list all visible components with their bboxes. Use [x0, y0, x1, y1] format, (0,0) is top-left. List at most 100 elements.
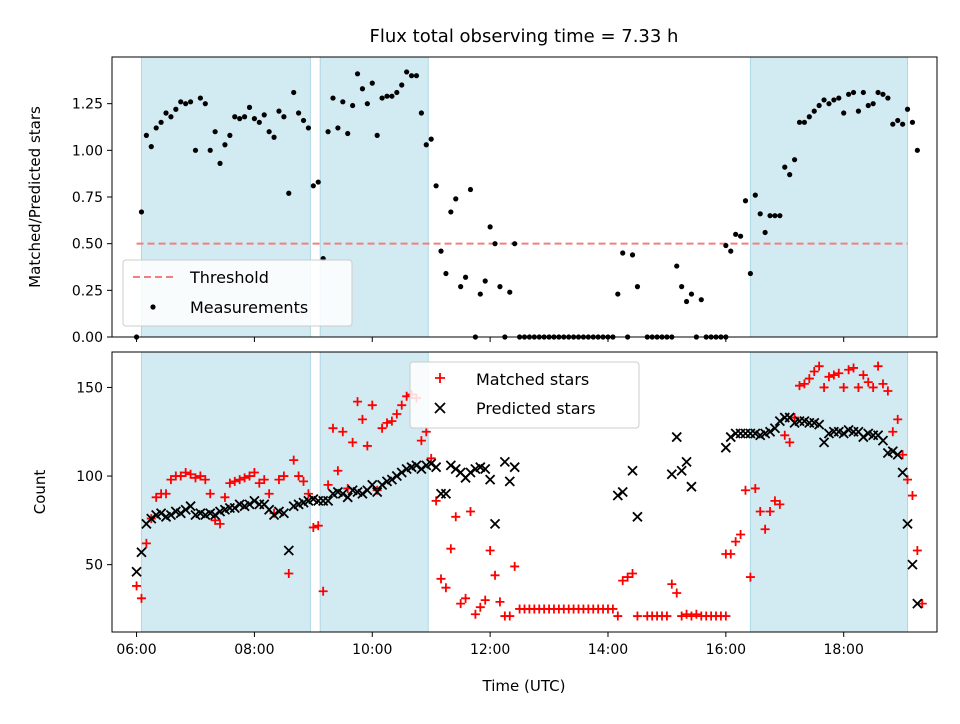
predicted-point [484, 474, 496, 485]
matched-point [313, 521, 323, 531]
predicted-point [887, 446, 898, 457]
series-predicted-stars [131, 412, 923, 609]
measurement-point [192, 147, 199, 153]
matched-point [348, 437, 358, 447]
measurement-point [512, 241, 518, 247]
measurement-point [227, 132, 233, 138]
measurement-point [801, 119, 808, 125]
measurement-point [148, 144, 154, 150]
predicted-point [671, 431, 682, 443]
measurement-point [354, 71, 361, 77]
measurement-point [688, 291, 695, 297]
matched-point [446, 544, 456, 554]
matched-point [682, 609, 692, 619]
measurement-point [384, 93, 390, 99]
measurement-point [875, 89, 881, 96]
matched-point [799, 379, 809, 389]
matched-point [775, 499, 785, 509]
predicted-point [818, 437, 830, 448]
measurement-point [232, 114, 238, 120]
matched-point [495, 597, 505, 607]
matched-point [392, 409, 402, 419]
matched-point [804, 374, 814, 384]
measurement-point [762, 229, 768, 236]
matched-point [397, 400, 407, 410]
measurement-point [271, 134, 277, 140]
legend-bottom: Matched stars Predicted stars [409, 361, 640, 429]
matched-point [790, 413, 800, 423]
matched-point [416, 436, 426, 446]
predicted-point [617, 486, 628, 498]
predicted-point [146, 513, 157, 524]
legend-predicted-swatch [434, 402, 446, 414]
measurement-point [821, 97, 827, 103]
measurement-point [836, 95, 842, 101]
measurement-point [300, 117, 307, 124]
matched-point [667, 579, 677, 589]
measurement-point [222, 142, 228, 148]
measurement-point [379, 95, 385, 101]
matched-point [505, 611, 515, 621]
predicted-point [131, 566, 142, 577]
measurement-point [153, 125, 159, 131]
matched-point [849, 363, 859, 373]
measurement-point [207, 147, 213, 153]
x-tick-label: 14:00 [588, 642, 628, 658]
measurement-point [698, 297, 704, 303]
matched-point [382, 418, 392, 428]
predicted-point [676, 465, 687, 476]
measurement-point [197, 95, 203, 101]
predicted-point [165, 509, 177, 521]
matched-point [878, 379, 888, 389]
measurement-point [728, 248, 734, 254]
measurement-point [772, 213, 778, 219]
measurement-point [487, 224, 493, 230]
predicted-point [391, 470, 402, 482]
matched-point [220, 492, 230, 502]
measurement-point [345, 130, 351, 137]
matched-point [195, 471, 205, 481]
matched-point [303, 489, 313, 499]
predicted-point [155, 508, 167, 519]
measurement-point [796, 119, 803, 125]
matched-point [726, 549, 736, 559]
measurement-point [679, 284, 685, 290]
measurement-point [241, 114, 248, 120]
measurement-point [890, 121, 896, 127]
matched-point [181, 468, 191, 478]
predicted-point [735, 428, 746, 439]
predicted-point [740, 428, 751, 439]
matched-point [853, 382, 863, 392]
measurement-point [841, 110, 847, 116]
measurement-point [256, 119, 262, 125]
shaded-interval [749, 56, 909, 338]
measurement-point [281, 114, 287, 120]
matched-point [230, 476, 240, 486]
matched-point [456, 599, 466, 609]
predicted-point [426, 458, 437, 469]
matched-point [819, 382, 829, 392]
predicted-point [902, 518, 913, 530]
measurement-point [497, 284, 503, 290]
x-axis-label: Time (UTC) [482, 677, 566, 695]
measurement-point [335, 125, 341, 131]
matched-point [863, 377, 873, 387]
panel-counts: 06:00 08:00 10:00 12:00 14:00 16:00 18:00 50 100… [31, 351, 938, 658]
predicted-point [244, 499, 255, 510]
matched-point [907, 491, 917, 501]
matched-point [377, 423, 387, 433]
x-tick-label: 16:00 [706, 642, 746, 658]
matched-point [740, 485, 750, 495]
matched-point [731, 537, 741, 547]
predicted-point [440, 488, 452, 499]
measurement-point [777, 213, 783, 219]
measurement-point [855, 108, 862, 114]
matched-point [333, 466, 343, 476]
series-measurements [133, 69, 920, 340]
matched-point [917, 599, 927, 609]
matched-point [844, 365, 854, 375]
measurement-point [418, 110, 424, 116]
predicted-point [774, 415, 785, 427]
predicted-point [342, 492, 353, 503]
